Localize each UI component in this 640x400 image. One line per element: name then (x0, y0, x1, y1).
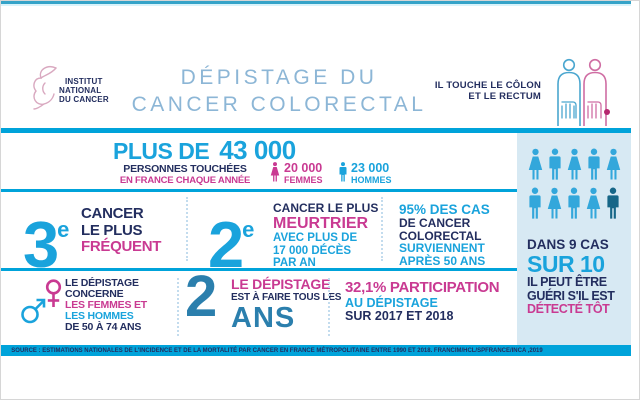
age-cases-line: APRÈS 50 ANS (399, 253, 486, 268)
rank-frequency-line: FRÉQUENT (81, 238, 162, 255)
header-divider-bar (1, 128, 631, 133)
participation-line: 32,1% PARTICIPATION (345, 279, 500, 296)
affected-subtitle: PERSONNES TOUCHÉES EN FRANCE CHAQUE ANNÉ… (106, 163, 264, 186)
rank-mortality-line: PAR AN (273, 257, 316, 269)
women-count: 20 000 (284, 161, 323, 175)
participation-line: AU DÉPISTAGE (345, 295, 438, 310)
ordinal-suffix: e (242, 217, 255, 242)
logo-line: DU CANCER (59, 95, 109, 104)
age-cases-line: COLORECTAL (399, 228, 482, 243)
men-label: HOMMES (351, 175, 392, 185)
screening-frequency-line: LE DÉPISTAGE (231, 276, 331, 292)
age-cases-line: DE CANCER (399, 216, 471, 230)
rank-mortality-line: MEURTRIER (273, 215, 369, 232)
screening-frequency-line: EST À FAIRE TOUS LES (231, 291, 342, 303)
affected-sub-line1: PERSONNES TOUCHÉES (123, 163, 247, 175)
inca-logo-text: INSTITUT NATIONAL DU CANCER (59, 77, 109, 104)
screening-who-line: LES HOMMES (65, 310, 134, 322)
screening-frequency-number: 2 (185, 264, 217, 329)
rank-frequency-text: CANCER LE PLUS FRÉQUENT (81, 205, 162, 256)
affected-prefix: PLUS DE (113, 138, 210, 164)
top-border-line (1, 1, 631, 4)
men-stat: 23 000 HOMMES (338, 162, 392, 185)
rank-mortality-line: 17 000 DÉCÈS (273, 244, 351, 257)
rank-mortality-text: CANCER LE PLUS MEURTRIER AVEC PLUS DE 17… (273, 202, 378, 270)
cure-rate-line: DANS 9 CAS (527, 237, 609, 252)
title-line-2: CANCER COLORECTAL (131, 93, 427, 116)
woman-icon (547, 187, 562, 219)
screening-who-line: DE 50 À 74 ANS (65, 321, 142, 333)
inca-logo-icon (33, 66, 57, 110)
screening-frequency-text: LE DÉPISTAGE EST À FAIRE TOUS LES ANS (231, 277, 341, 333)
rank-frequency-line: LE PLUS (81, 221, 143, 239)
cure-rate-line: IL PEUT ÊTRE (527, 275, 607, 289)
big-number: 3 (23, 208, 59, 281)
man-icon (529, 187, 541, 219)
logo-line: INSTITUT (65, 77, 103, 86)
affected-headline: PLUS DE 43 000 (113, 135, 296, 166)
screening-who-text: LE DÉPISTAGE CONCERNE LES FEMMES ET LES … (65, 278, 147, 333)
women-label: FEMMES (284, 175, 323, 185)
woman-icon (586, 187, 601, 219)
cure-rate-sidebar: DANS 9 CAS SUR 10 IL PEUT ÊTRE GUÉRI S'I… (517, 133, 631, 345)
tumor-dot-icon (604, 109, 610, 115)
age-cases-line: SURVIENNENT (399, 241, 485, 255)
screening-who-line: CONCERNE (65, 288, 124, 300)
woman-icon (270, 162, 280, 182)
row-divider-bar (1, 268, 517, 271)
page-title: DÉPISTAGE DU CANCER COLORECTAL (129, 64, 429, 118)
affected-number: 43 000 (219, 135, 296, 165)
dotted-divider (177, 278, 179, 336)
row-divider-bar (1, 189, 517, 192)
big-number: 2 (208, 208, 244, 281)
participation-line: SUR 2017 ET 2018 (345, 309, 454, 323)
rank-frequency-line: CANCER (81, 205, 144, 222)
male-symbol-icon (21, 298, 46, 324)
screening-frequency-unit: ANS (231, 301, 296, 334)
rank-frequency-number: 3e (23, 203, 70, 277)
logo-line: NATIONAL (59, 86, 102, 95)
colon-rectum-bodies-icon (557, 58, 610, 126)
source-text: SOURCE : ESTIMATIONS NATIONALES DE L'INC… (11, 347, 543, 354)
touch-note-line: IL TOUCHE LE CÔLON (434, 80, 541, 91)
ordinal-suffix: e (57, 217, 70, 242)
men-count: 23 000 (351, 161, 390, 175)
age-cases-text: 95% DES CAS DE CANCER COLORECTAL SURVIEN… (399, 202, 490, 267)
rank-mortality-line: AVEC PLUS DE (273, 232, 358, 244)
source-bar: SOURCE : ESTIMATIONS NATIONALES DE L'INC… (1, 345, 631, 356)
participation-text: 32,1% PARTICIPATION AU DÉPISTAGE SUR 201… (345, 279, 500, 324)
cure-rate-text: DANS 9 CAS SUR 10 IL PEUT ÊTRE GUÉRI S'I… (527, 238, 631, 317)
age-cases-line: 95% DES CAS (399, 202, 490, 217)
man-icon (568, 187, 580, 219)
women-stat: 20 000 FEMMES (269, 162, 323, 185)
man-icon (339, 162, 347, 182)
affected-sub-line2: EN FRANCE CHAQUE ANNÉE (119, 175, 251, 186)
man-icon (548, 148, 561, 180)
dotted-divider (381, 197, 383, 261)
woman-icon (528, 148, 542, 180)
woman-icon (567, 148, 581, 180)
woman-icon (606, 148, 620, 180)
cure-rate-line: GUÉRI S'IL EST (527, 288, 615, 303)
rank-mortality-line: CANCER LE PLUS (273, 201, 379, 215)
screening-who-line: LES FEMMES ET (65, 299, 147, 311)
dotted-divider (186, 197, 188, 261)
female-symbol-icon (45, 279, 62, 307)
man-icon-dark (607, 187, 619, 219)
touch-note-line: ET LE RECTUM (468, 90, 541, 102)
cure-rate-line: SUR 10 (527, 251, 605, 277)
man-icon (587, 148, 600, 180)
dotted-divider (328, 278, 330, 336)
cure-rate-line: DÉTECTÉ TÔT (527, 302, 610, 316)
rank-mortality-number: 2e (208, 203, 255, 277)
screening-who-line: LE DÉPISTAGE (65, 277, 139, 289)
touch-note: IL TOUCHE LE CÔLON ET LE RECTUM (401, 80, 541, 102)
people-grid (524, 148, 624, 223)
title-line-1: DÉPISTAGE DU (180, 66, 378, 89)
